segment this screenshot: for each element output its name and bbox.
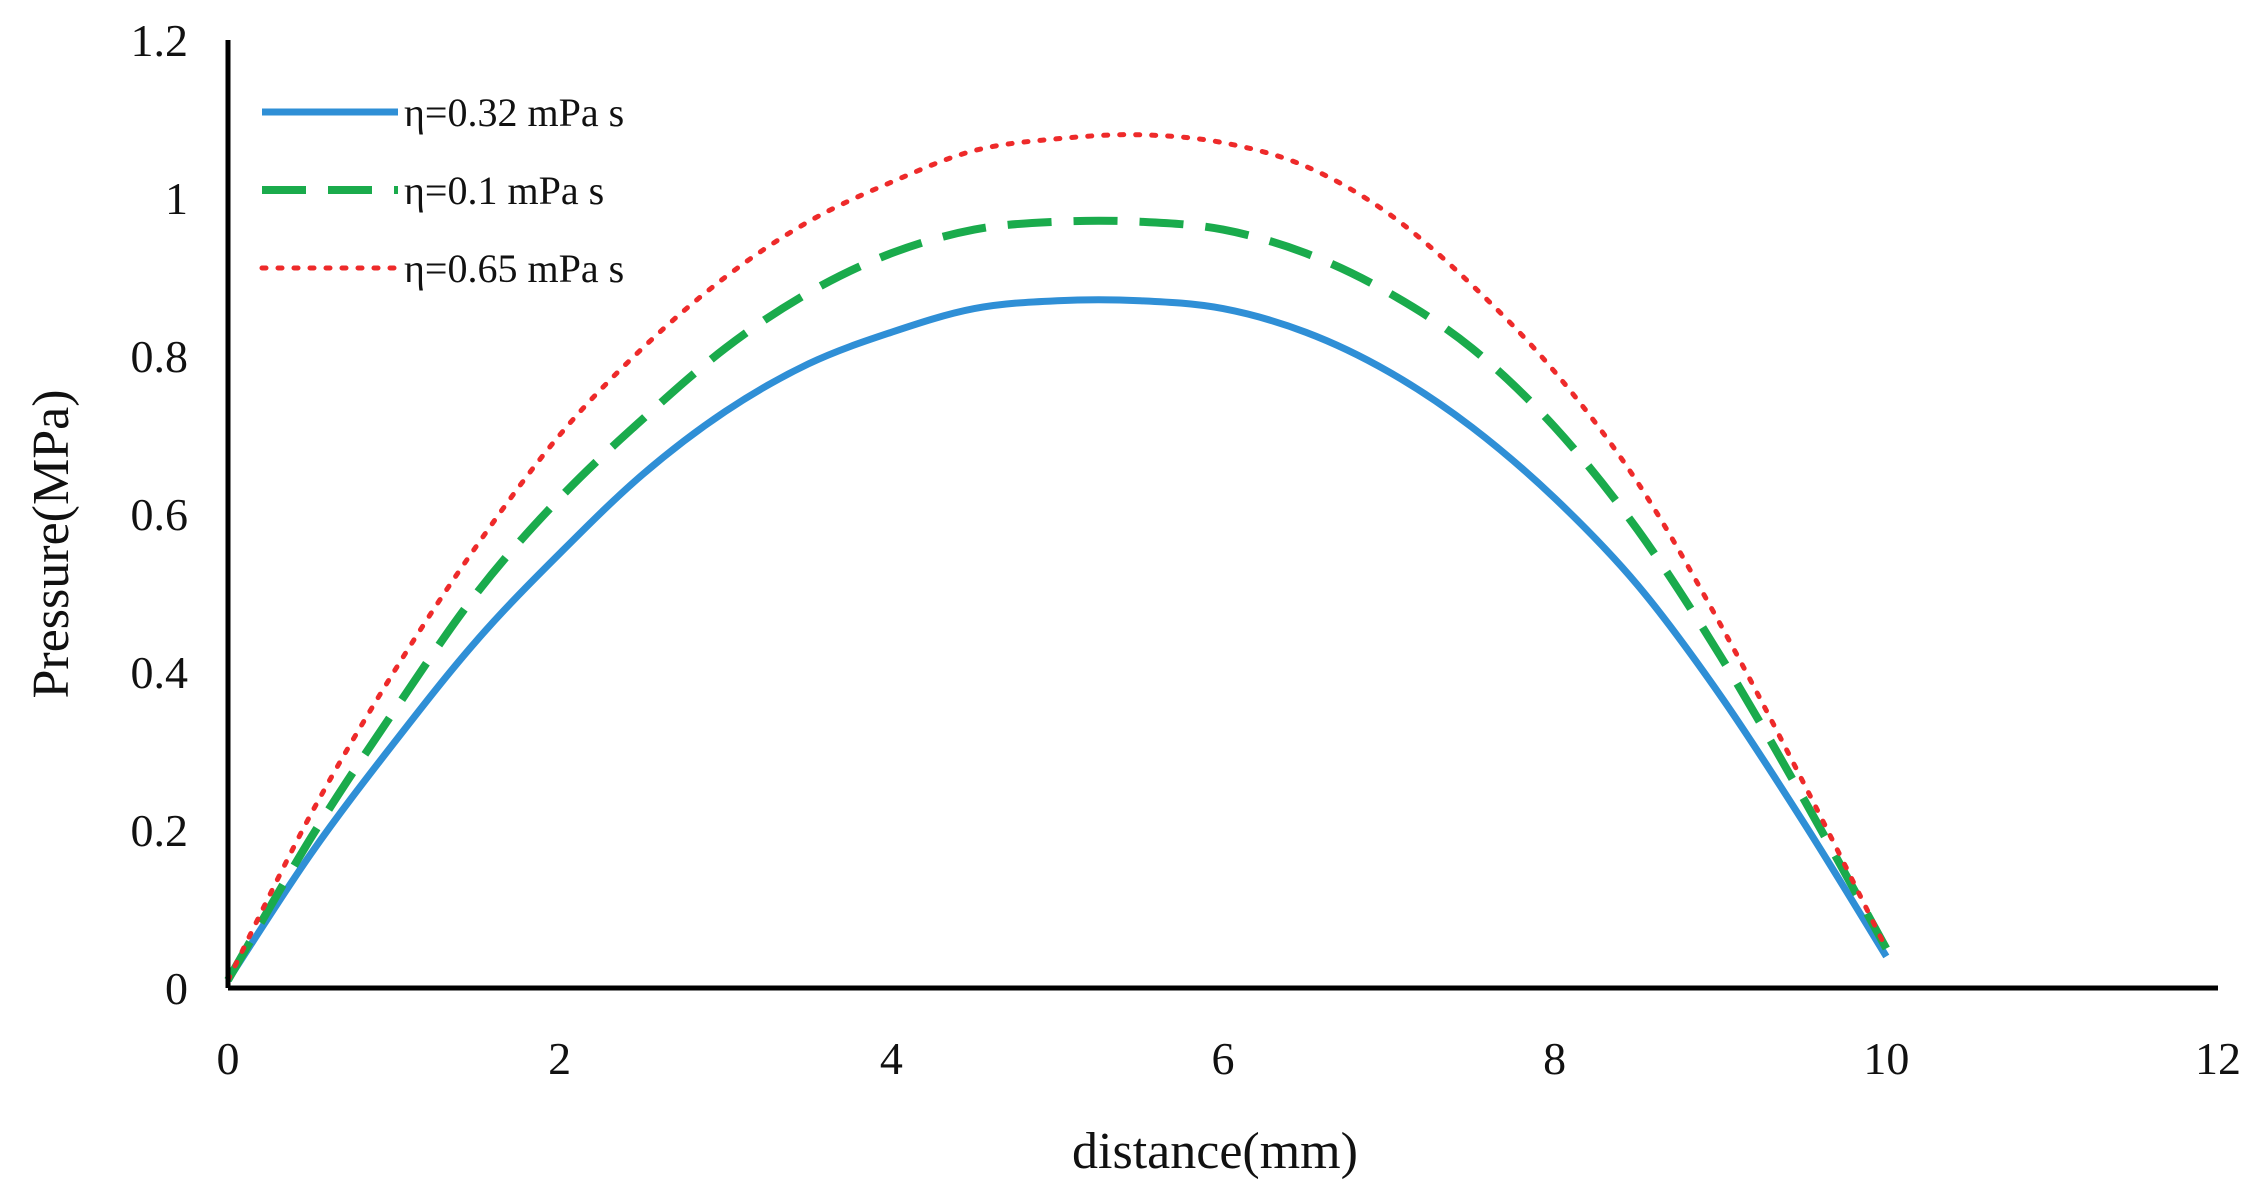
legend-label-1: η=0.32 mPa s (404, 90, 624, 135)
y-tick-label: 0.8 (131, 331, 189, 382)
series-line-2 (224, 216, 1890, 983)
x-tick-label: 0 (217, 1033, 240, 1084)
x-axis-title: distance(mm) (1072, 1123, 1358, 1180)
x-tick-label: 6 (1212, 1033, 1235, 1084)
series-layer (224, 132, 1890, 983)
y-axis-title: Pressure(MPa) (23, 389, 80, 698)
series-line-3 (225, 132, 1889, 983)
x-tick-label: 10 (1863, 1033, 1909, 1084)
axes-layer (225, 40, 2218, 991)
x-tick-label: 12 (2195, 1033, 2241, 1084)
y-tick-label: 0.2 (131, 805, 189, 856)
legend-label-2: η=0.1 mPa s (404, 168, 604, 213)
x-tick-label: 8 (1543, 1033, 1566, 1084)
series-line-1 (225, 296, 1890, 983)
y-tick-label: 1.2 (131, 15, 189, 66)
x-tick-label: 4 (880, 1033, 903, 1084)
legend-label-3: η=0.65 mPa s (404, 246, 624, 291)
x-tick-label: 2 (548, 1033, 571, 1084)
y-tick-label: 0.6 (131, 489, 189, 540)
y-tick-label: 0 (165, 963, 188, 1014)
y-tick-label: 0.4 (131, 647, 189, 698)
y-tick-label: 1 (165, 173, 188, 224)
legend: η=0.32 mPa s η=0.1 mPa s η=0.65 mPa s (259, 90, 624, 291)
ticks-layer: 0 2 4 6 8 10 12 0 0.2 0.4 0.6 0.8 1 1.2 (131, 15, 2242, 1084)
